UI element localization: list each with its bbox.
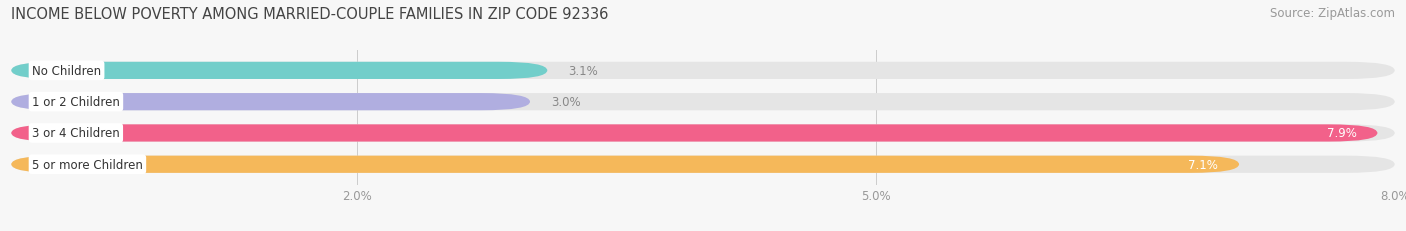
FancyBboxPatch shape <box>11 63 547 80</box>
Text: 3 or 4 Children: 3 or 4 Children <box>32 127 120 140</box>
FancyBboxPatch shape <box>11 125 1378 142</box>
Text: 7.1%: 7.1% <box>1188 158 1219 171</box>
Text: 5 or more Children: 5 or more Children <box>32 158 143 171</box>
Text: 3.0%: 3.0% <box>551 96 581 109</box>
FancyBboxPatch shape <box>11 125 1395 142</box>
FancyBboxPatch shape <box>11 94 1395 111</box>
FancyBboxPatch shape <box>11 156 1239 173</box>
Text: No Children: No Children <box>32 65 101 78</box>
Text: 7.9%: 7.9% <box>1327 127 1357 140</box>
Text: Source: ZipAtlas.com: Source: ZipAtlas.com <box>1270 7 1395 20</box>
Text: 1 or 2 Children: 1 or 2 Children <box>32 96 120 109</box>
FancyBboxPatch shape <box>11 63 1395 80</box>
FancyBboxPatch shape <box>11 156 1395 173</box>
Text: INCOME BELOW POVERTY AMONG MARRIED-COUPLE FAMILIES IN ZIP CODE 92336: INCOME BELOW POVERTY AMONG MARRIED-COUPL… <box>11 7 609 22</box>
Text: 3.1%: 3.1% <box>568 65 598 78</box>
FancyBboxPatch shape <box>11 94 530 111</box>
